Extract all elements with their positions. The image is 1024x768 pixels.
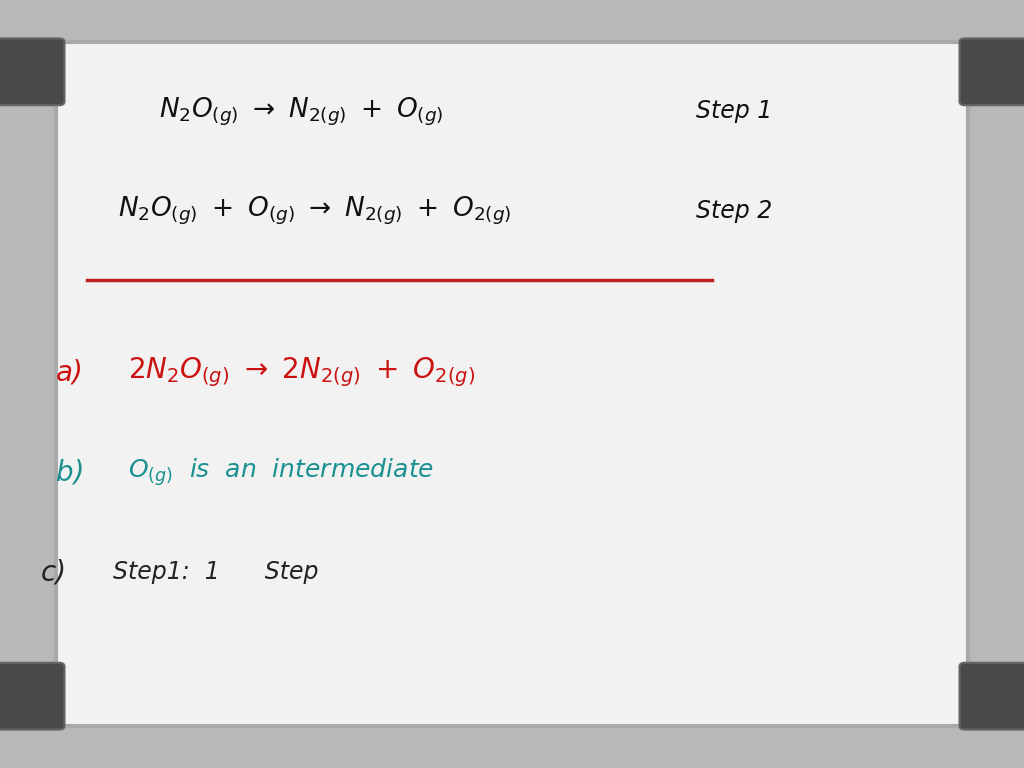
Text: c): c) [41,558,68,586]
FancyBboxPatch shape [56,42,968,726]
Text: Step 1: Step 1 [696,99,772,124]
Text: Step1:  1      Step: Step1: 1 Step [113,560,318,584]
FancyBboxPatch shape [959,38,1024,105]
Text: Step 2: Step 2 [696,199,772,223]
Text: b): b) [56,458,85,486]
FancyBboxPatch shape [959,663,1024,730]
Text: a): a) [56,359,84,386]
Text: $2N_2O_{(g)}\ \rightarrow\ 2N_{2(g)}\ +\ O_{2(g)}$: $2N_2O_{(g)}\ \rightarrow\ 2N_{2(g)}\ +\… [128,356,475,389]
FancyBboxPatch shape [0,38,65,105]
Text: $N_2O_{(g)}\ +\ O_{(g)}\ \rightarrow\ N_{2(g)}\ +\ O_{2(g)}$: $N_2O_{(g)}\ +\ O_{(g)}\ \rightarrow\ N_… [118,195,511,227]
Text: $N_2O_{(g)}\ \rightarrow\ N_{2(g)}\ +\ O_{(g)}$: $N_2O_{(g)}\ \rightarrow\ N_{2(g)}\ +\ O… [159,95,443,127]
FancyBboxPatch shape [0,663,65,730]
Text: $O_{(g)}$  is  an  intermediate: $O_{(g)}$ is an intermediate [128,456,434,488]
